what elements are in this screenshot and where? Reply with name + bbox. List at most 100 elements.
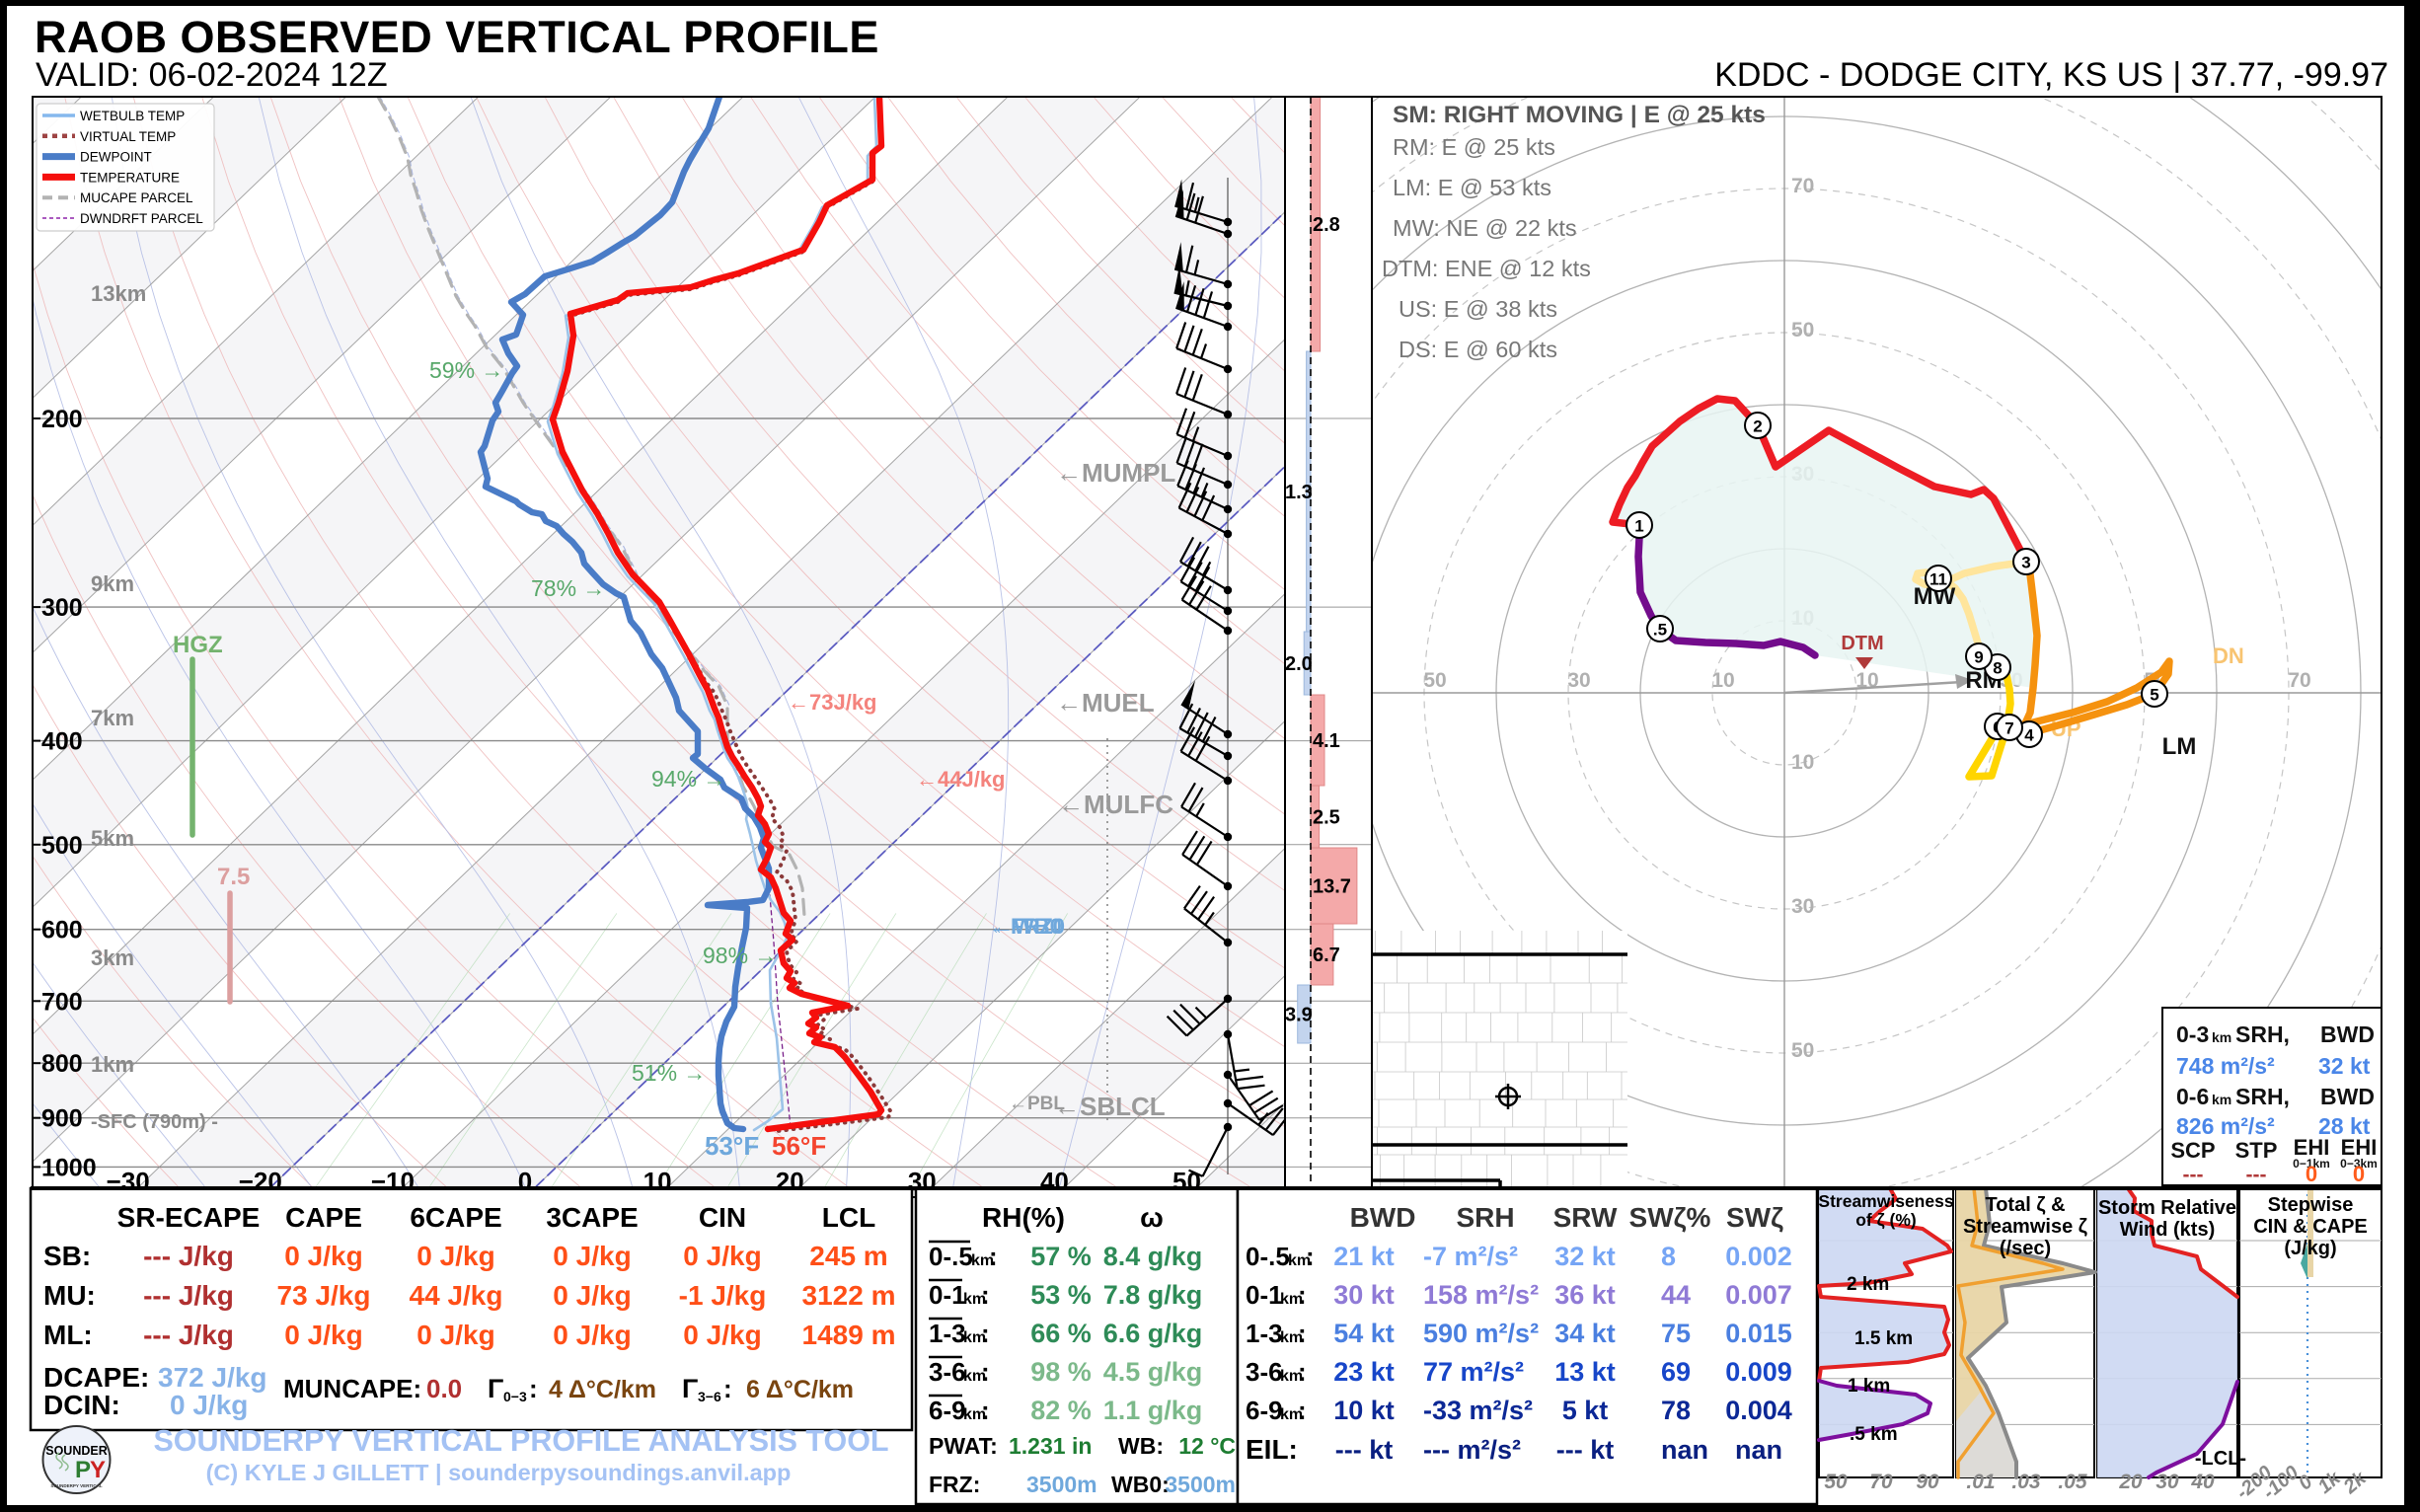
svg-text:Storm Relative: Storm Relative: [2098, 1197, 2236, 1219]
svg-text:1.231 in: 1.231 in: [1009, 1433, 1092, 1459]
svg-text:km: km: [1280, 1406, 1303, 1423]
svg-text:900: 900: [41, 1105, 83, 1133]
svg-text:73 J/kg: 73 J/kg: [277, 1280, 371, 1311]
svg-text:70: 70: [1791, 175, 1814, 197]
svg-text:30 kt: 30 kt: [1333, 1280, 1395, 1310]
svg-text:--- J/kg: --- J/kg: [143, 1320, 234, 1350]
svg-text:4: 4: [2024, 726, 2034, 745]
svg-text:DTM: ENE @ 12 kts: DTM: ENE @ 12 kts: [1382, 256, 1591, 281]
svg-text:50: 50: [1791, 319, 1814, 341]
svg-text:28 kt: 28 kt: [2318, 1113, 2371, 1139]
svg-text:P: P: [75, 1457, 91, 1483]
svg-text:500: 500: [41, 832, 83, 860]
svg-text:Total ζ &: Total ζ &: [1985, 1194, 2065, 1216]
svg-text:0 J/kg: 0 J/kg: [170, 1390, 248, 1420]
svg-text:km: km: [2212, 1092, 2231, 1107]
svg-text:11: 11: [1929, 570, 1947, 589]
svg-text:--- kt: --- kt: [1556, 1435, 1614, 1465]
svg-text:8: 8: [1661, 1242, 1676, 1271]
svg-text:.5: .5: [1653, 621, 1667, 640]
svg-text:4.5 g/kg: 4.5 g/kg: [1103, 1357, 1203, 1387]
svg-text:0 J/kg: 0 J/kg: [284, 1241, 362, 1271]
svg-text::: :: [723, 1374, 732, 1403]
svg-text::: :: [981, 1357, 990, 1387]
svg-text:1.1 g/kg: 1.1 g/kg: [1103, 1396, 1203, 1425]
svg-text:nan: nan: [1735, 1435, 1782, 1465]
svg-text:ω: ω: [1140, 1202, 1164, 1233]
svg-text:50: 50: [1791, 1039, 1814, 1062]
svg-text:←MUEL: ←MUEL: [1056, 688, 1155, 718]
svg-text:(/sec): (/sec): [2000, 1238, 2051, 1259]
svg-text:13.7: 13.7: [1313, 876, 1351, 898]
svg-text:20: 20: [2118, 1471, 2143, 1493]
svg-text:TEMPERATURE: TEMPERATURE: [80, 170, 180, 185]
svg-text:6.6 g/kg: 6.6 g/kg: [1103, 1319, 1203, 1348]
svg-text:SWζ%: SWζ%: [1629, 1202, 1711, 1233]
svg-text:3122 m: 3122 m: [802, 1280, 896, 1311]
svg-text:---: ---: [2183, 1164, 2204, 1186]
svg-text:0-6: 0-6: [2176, 1084, 2209, 1109]
svg-text:LCL: LCL: [822, 1202, 875, 1233]
svg-text:70: 70: [2288, 669, 2310, 692]
svg-text:SWζ: SWζ: [1726, 1202, 1783, 1233]
svg-text:826 m²/s²: 826 m²/s²: [2176, 1113, 2275, 1139]
svg-text:10: 10: [1711, 669, 1734, 692]
svg-text:75: 75: [1661, 1319, 1691, 1348]
svg-text::: :: [1298, 1396, 1307, 1425]
svg-text:0−1km: 0−1km: [2293, 1157, 2330, 1171]
svg-text:600: 600: [41, 917, 83, 945]
svg-text:WETBULB TEMP: WETBULB TEMP: [80, 109, 185, 123]
svg-text:US: E @ 38 kts: US: E @ 38 kts: [1399, 296, 1557, 322]
svg-text::: :: [981, 1319, 990, 1348]
svg-text:3CAPE: 3CAPE: [546, 1202, 638, 1233]
svg-text:CIN: CIN: [699, 1202, 746, 1233]
svg-text::: :: [1298, 1357, 1307, 1387]
svg-text:nan: nan: [1661, 1435, 1708, 1465]
svg-text:WB0:: WB0:: [1111, 1472, 1170, 1497]
svg-text:MW: NE @ 22 kts: MW: NE @ 22 kts: [1393, 215, 1577, 241]
svg-text:.01: .01: [1966, 1471, 1995, 1493]
svg-text:-33 m²/s²: -33 m²/s²: [1423, 1396, 1533, 1425]
svg-text:0.009: 0.009: [1725, 1357, 1792, 1387]
svg-text:300: 300: [41, 594, 83, 622]
svg-text:5km: 5km: [91, 826, 134, 851]
svg-text:53 %: 53 %: [1030, 1280, 1092, 1310]
svg-text:0-3: 0-3: [2176, 1021, 2209, 1047]
svg-text:4 Δ°C/km: 4 Δ°C/km: [549, 1376, 656, 1403]
svg-text:1000: 1000: [41, 1154, 97, 1181]
svg-text:km: km: [963, 1291, 986, 1308]
svg-text:0−3: 0−3: [503, 1389, 527, 1404]
svg-text:78: 78: [1661, 1396, 1691, 1425]
svg-text:6-9: 6-9: [929, 1396, 966, 1425]
svg-text:66 %: 66 %: [1030, 1319, 1092, 1348]
svg-text:1: 1: [1634, 517, 1643, 536]
svg-text:53°F: 53°F: [705, 1131, 759, 1161]
svg-text:0.015: 0.015: [1725, 1319, 1792, 1348]
svg-text:400: 400: [41, 728, 83, 756]
svg-text:7.8 g/kg: 7.8 g/kg: [1103, 1280, 1203, 1310]
svg-text:69: 69: [1661, 1357, 1691, 1387]
svg-text:km: km: [971, 1252, 994, 1269]
svg-text:DTM: DTM: [1841, 633, 1883, 654]
svg-text:LM: E @ 53 kts: LM: E @ 53 kts: [1393, 175, 1551, 200]
svg-text:SOUNDERPY VERTICAL PROFILE ANA: SOUNDERPY VERTICAL PROFILE ANALYSIS TOOL: [153, 1424, 888, 1458]
svg-text:23 kt: 23 kt: [1333, 1357, 1395, 1387]
svg-text::: :: [1306, 1242, 1315, 1271]
svg-text:BWD: BWD: [2320, 1021, 2375, 1047]
svg-text:-7 m²/s²: -7 m²/s²: [1423, 1242, 1518, 1271]
svg-text:PWAT:: PWAT:: [929, 1433, 998, 1459]
svg-text:2: 2: [1753, 417, 1762, 436]
svg-text:0 J/kg: 0 J/kg: [416, 1320, 494, 1350]
svg-text:-LCL-: -LCL-: [2195, 1448, 2246, 1470]
svg-text:←MUMPL: ←MUMPL: [1056, 458, 1175, 488]
svg-text:←SBLCL: ←SBLCL: [1054, 1092, 1166, 1121]
svg-text:2.8: 2.8: [1313, 214, 1340, 236]
svg-text:km: km: [2212, 1029, 2231, 1045]
svg-text:0.007: 0.007: [1725, 1280, 1792, 1310]
svg-text::: :: [529, 1374, 538, 1403]
svg-text:158 m²/s²: 158 m²/s²: [1423, 1280, 1539, 1310]
svg-text:0 J/kg: 0 J/kg: [553, 1320, 631, 1350]
svg-text:1km: 1km: [91, 1052, 134, 1077]
svg-text:RH(%): RH(%): [982, 1202, 1065, 1233]
svg-text:DEWPOINT: DEWPOINT: [80, 150, 152, 165]
